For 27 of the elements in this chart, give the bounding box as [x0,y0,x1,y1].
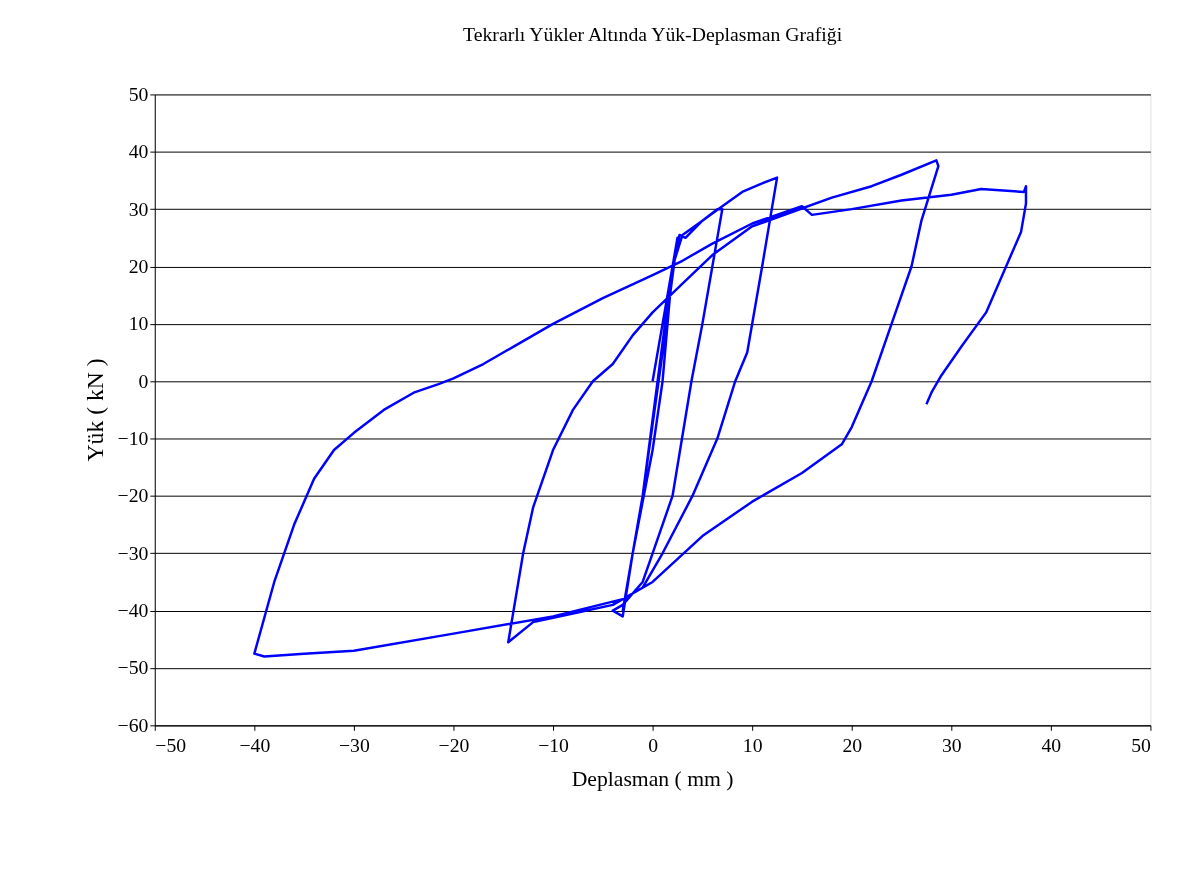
x-tick-label: 20 [842,734,863,757]
y-tick-label: 40 [128,140,149,163]
x-tick-label: −50 [155,734,187,757]
y-tick-label: 50 [128,82,149,105]
y-tick-label: −20 [117,484,149,507]
y-tick-label: −60 [117,713,149,736]
chart-title: Tekrarlı Yükler Altında Yük-Deplasman Grafiği [463,23,843,46]
x-tick-label: 0 [648,734,659,757]
x-tick-label: −30 [338,734,370,757]
y-tick-label: −50 [117,656,149,679]
y-tick-label: 10 [128,312,149,335]
x-tick-label: −40 [239,734,271,757]
y-tick-label: −10 [117,426,149,449]
y-tick-label: 0 [138,369,149,392]
y-tick-label: 20 [128,254,149,277]
y-tick-label: −30 [117,541,149,564]
x-tick-label: 10 [742,734,763,757]
x-tick-label: 30 [941,734,962,757]
x-tick-label: 50 [1131,734,1152,757]
y-tick-label: 30 [128,197,149,220]
x-tick-label: −20 [438,734,470,757]
x-tick-label: 40 [1041,734,1062,757]
x-axis-title: Deplasman ( mm ) [571,767,734,792]
y-tick-label: −40 [117,599,149,622]
line-series [253,159,1028,658]
x-tick-label: −10 [538,734,570,757]
y-axis-title: Yük ( kN ) [81,358,108,462]
